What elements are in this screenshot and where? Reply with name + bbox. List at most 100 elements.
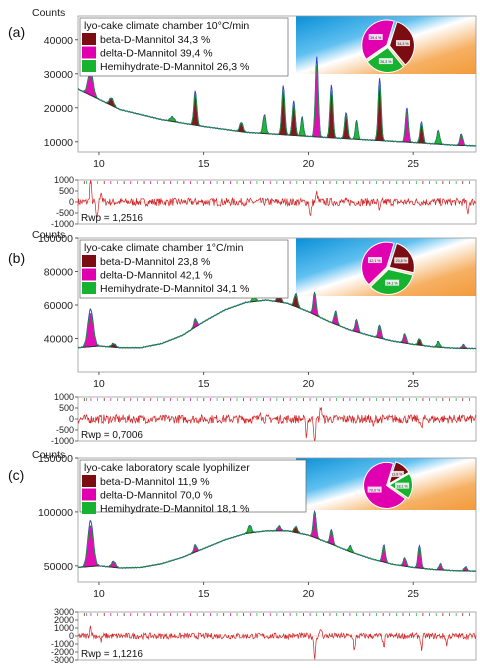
- legend-entry-beta: beta-D-Mannitol 23,8 %: [100, 256, 210, 268]
- residual-y-tick-label: 1000: [54, 392, 74, 402]
- y-tick-label: 10000: [44, 137, 73, 149]
- legend-swatch-hemi: [82, 502, 96, 514]
- legend-entry-beta: beta-D-Mannitol 11,9 %: [100, 476, 210, 488]
- pie-slice-label: 26,3 %: [380, 60, 392, 64]
- x-tick-label: 20: [303, 378, 315, 390]
- legend-swatch-delta: [82, 268, 96, 281]
- y-tick-label: 100000: [38, 233, 73, 245]
- chart-title: lyo-cake climate chamber 10°C/min: [84, 20, 249, 32]
- x-tick-label: 20: [303, 588, 315, 600]
- legend-entry-hemi: Hemihydrate-D-Mannitol 18,1 %: [100, 503, 249, 515]
- residual-y-tick-label: 0: [69, 197, 74, 207]
- legend-entry-hemi: Hemihydrate-D-Mannitol 26,3 %: [100, 61, 249, 73]
- rwp-value: Rwp = 1,1216: [81, 649, 143, 660]
- x-tick-label: 15: [198, 588, 210, 600]
- y-tick-label: 80000: [44, 267, 73, 279]
- pie-slice-label: 34,3 %: [397, 42, 409, 46]
- residual-y-tick-label: 500: [59, 186, 74, 196]
- background-curve: [78, 299, 477, 350]
- x-tick-label: 10: [93, 588, 105, 600]
- phase-fill-delta: [78, 513, 476, 572]
- phase-fill-hemi: [78, 89, 476, 146]
- pie-label-box: [368, 33, 383, 40]
- pie-slice-delta: [363, 461, 407, 509]
- phase-fill-beta: [78, 84, 476, 146]
- pie-label-box: [395, 40, 410, 47]
- legend-entry-delta: delta-D-Mannitol 42,1 %: [100, 270, 213, 282]
- legend-entry-delta: delta-D-Mannitol 70,0 %: [100, 490, 213, 502]
- residual-y-tick-label: -1000: [51, 219, 74, 229]
- x-tick-label: 15: [198, 378, 210, 390]
- x-tick-label: 15: [198, 158, 210, 170]
- chart-title: lyo-cake laboratory scale lyophilizer: [84, 462, 250, 474]
- x-tick-label: 10: [93, 378, 105, 390]
- pie-slice-delta: [361, 241, 395, 286]
- residual-y-tick-label: -500: [56, 208, 74, 218]
- panel-label: (c): [8, 467, 24, 483]
- legend: lyo-cake climate chamber 1°C/min beta-D-M…: [79, 239, 289, 299]
- legend-box: [79, 459, 307, 513]
- rwp-value: Rwp = 0,7006: [81, 430, 143, 441]
- pie-label-box: [385, 279, 400, 286]
- panel-label: (a): [8, 24, 25, 40]
- pie-label-box: [378, 58, 393, 65]
- y-tick-label: 40000: [44, 334, 73, 346]
- y-tick-label: 30000: [44, 69, 73, 81]
- residual-y-tick-label: 2000: [54, 615, 74, 625]
- legend-swatch-hemi: [82, 60, 96, 72]
- y-tick-label: 50000: [44, 561, 73, 573]
- pie-slice-label: 23,8 %: [396, 259, 408, 263]
- residual-y-tick-label: 500: [59, 403, 74, 413]
- legend-swatch-delta: [82, 488, 96, 501]
- residual-y-tick-label: -3000: [51, 655, 74, 665]
- rwp-value: Rwp = 1,2516: [81, 213, 143, 224]
- pie-slice-label: 18,1 %: [397, 484, 409, 488]
- residual-y-tick-label: 1000: [54, 623, 74, 633]
- residual-curve: [77, 406, 477, 442]
- residual-y-tick-label: -2000: [51, 647, 74, 657]
- residual-y-tick-label: 3000: [54, 607, 74, 617]
- phase-pie: 23,8 % 34,1 % 42,1 %: [361, 241, 415, 295]
- residual-y-tick-label: -1000: [51, 436, 74, 446]
- pie-slice-label: 42,1 %: [369, 259, 381, 263]
- y-axis-label: Counts: [32, 449, 65, 461]
- legend: lyo-cake laboratory scale lyophilizer bet…: [79, 459, 307, 515]
- y-tick-label: 40000: [44, 35, 73, 47]
- calculated-pattern: [77, 65, 476, 147]
- legend-swatch-beta: [82, 255, 96, 267]
- calculated-pattern: [78, 512, 476, 572]
- legend-entry-hemi: Hemihydrate-D-Mannitol 34,1 %: [100, 283, 249, 295]
- y-tick-label: 20000: [44, 103, 73, 115]
- pie-label-box: [389, 470, 404, 477]
- legend: lyo-cake climate chamber 10°C/min beta-D-…: [79, 17, 289, 77]
- residual-y-tick-label: 0: [69, 414, 74, 424]
- pie-label-box: [367, 486, 382, 493]
- plot-frame: [77, 15, 477, 153]
- residual-curve: [77, 625, 477, 660]
- legend-box: [79, 239, 289, 299]
- y-tick-label: 100000: [38, 507, 73, 519]
- residual-y-tick-label: -1000: [51, 639, 74, 649]
- y-tick-label: 60000: [44, 300, 73, 312]
- pie-slice-label: 39,4 %: [370, 36, 382, 40]
- residual-curve: [77, 180, 477, 219]
- legend-entry-delta: delta-D-Mannitol 39,4 %: [100, 48, 213, 60]
- pie-slice-label: 11,9 %: [391, 473, 403, 477]
- residual-y-tick-label: -500: [56, 425, 74, 435]
- residual-y-tick-label: 1000: [54, 175, 74, 185]
- legend-swatch-beta: [82, 475, 96, 487]
- phase-fill-beta: [78, 292, 476, 349]
- phase-pie: 34,3 % 26,3 % 39,4 %: [361, 19, 415, 73]
- legend-swatch-hemi: [82, 282, 96, 294]
- y-tick-label: 150000: [38, 453, 73, 465]
- panel-label: (b): [8, 250, 25, 266]
- x-tick-label: 20: [303, 158, 315, 170]
- pie-label-box: [394, 257, 409, 264]
